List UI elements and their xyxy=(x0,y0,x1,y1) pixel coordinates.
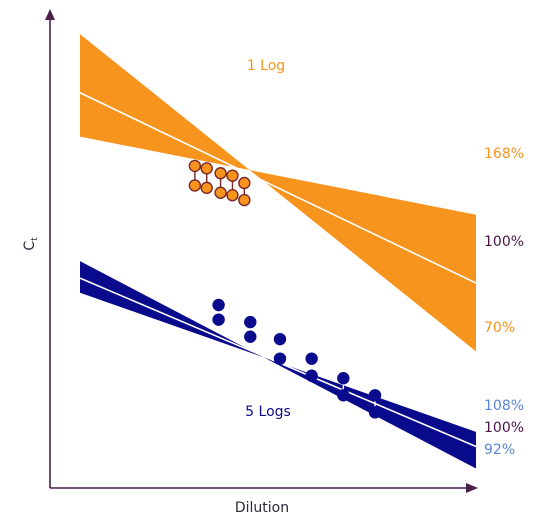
y-axis-title-group: Ct xyxy=(22,237,40,251)
y-axis-title: Ct xyxy=(22,237,40,251)
series-2-point-4-high xyxy=(305,352,318,365)
series-2-point-6-low xyxy=(368,406,382,419)
series-1-band xyxy=(80,34,476,352)
y-axis-arrow-icon xyxy=(45,9,55,20)
axes-layer xyxy=(45,9,478,493)
series-2-point-4-low xyxy=(305,369,318,382)
series-2-point-6-high xyxy=(368,389,382,402)
series-1-point-1-low xyxy=(188,179,202,192)
series-1-point-3-high xyxy=(214,167,227,180)
series-2-annotation: 5 Logs xyxy=(245,404,291,420)
series-2-point-2-low xyxy=(244,330,257,343)
series-1-regression-line xyxy=(79,91,477,284)
series-1-annotation: 1 Log xyxy=(247,58,285,74)
x-axis-title: Dilution xyxy=(235,500,289,516)
series-1-point-2-high xyxy=(200,162,213,175)
series-2-center-label: 100% xyxy=(484,420,524,436)
series-2-point-2-high xyxy=(244,315,257,329)
series-1-upper-label: 168% xyxy=(484,146,524,162)
series-2-point-1-high xyxy=(212,298,225,312)
series-1-point-4-high xyxy=(226,169,239,182)
series-1-point-5-low xyxy=(238,193,251,207)
series-2-point-1-low xyxy=(212,313,225,326)
replicates-layer xyxy=(188,159,382,419)
series-2-point-5-low xyxy=(337,389,350,402)
series-1-center-label: 100% xyxy=(484,234,524,250)
series-1-point-5-high xyxy=(238,176,251,190)
series-1-point-4-low xyxy=(226,188,239,202)
series-2-upper-label: 108% xyxy=(484,398,524,414)
series-1-lower-label: 70% xyxy=(484,320,515,336)
series-1-point-1-high xyxy=(188,159,202,173)
series-2-lower-label: 92% xyxy=(484,442,515,458)
series-2-point-3-high xyxy=(273,332,287,346)
series-2-point-5-high xyxy=(337,372,350,385)
x-axis-arrow-icon xyxy=(466,483,478,493)
series-2-point-3-low xyxy=(273,352,287,365)
series-1-point-3-low xyxy=(214,186,227,199)
series-1-point-2-low xyxy=(200,181,213,195)
